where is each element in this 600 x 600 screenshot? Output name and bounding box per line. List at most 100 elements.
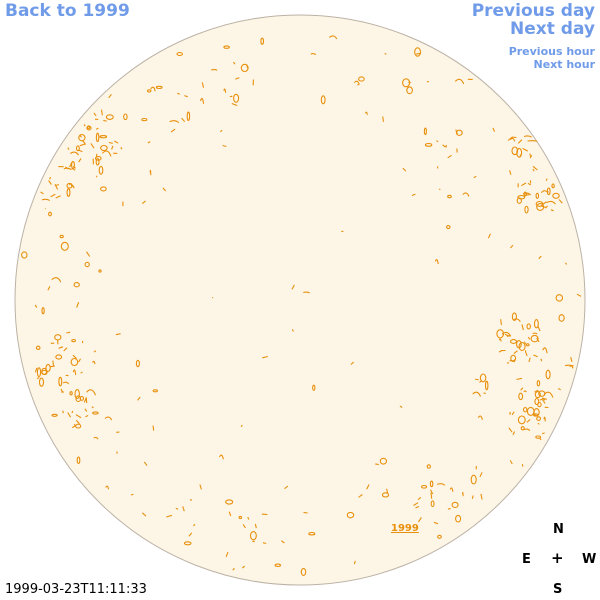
contour-mark xyxy=(310,52,317,56)
contour-mark xyxy=(66,182,73,189)
contour-mark xyxy=(104,416,113,421)
contour-mark xyxy=(93,112,97,117)
contour-mark xyxy=(141,200,146,205)
contour-mark xyxy=(534,397,540,406)
contour-mark xyxy=(516,197,522,204)
contour-mark xyxy=(523,341,527,345)
contour-mark xyxy=(71,338,76,343)
contour-mark xyxy=(78,158,82,163)
contour-mark xyxy=(94,156,102,161)
contour-mark xyxy=(199,97,205,104)
contour-mark xyxy=(320,95,326,105)
contour-mark xyxy=(442,144,446,148)
contour-mark xyxy=(538,255,542,260)
contour-mark xyxy=(436,483,446,486)
contour-mark xyxy=(35,345,41,350)
contour-mark xyxy=(36,377,40,380)
contour-mark xyxy=(430,489,434,495)
contour-mark xyxy=(536,203,545,211)
contour-mark xyxy=(429,480,434,488)
contour-mark xyxy=(346,511,355,519)
next-hour-link[interactable]: Next hour xyxy=(533,58,596,71)
back-to-year-link[interactable]: Back to 1999 xyxy=(5,1,130,21)
contour-mark xyxy=(540,190,545,194)
contour-mark xyxy=(225,551,229,557)
next-day-link[interactable]: Next day xyxy=(510,19,595,39)
contour-mark xyxy=(52,360,54,366)
contour-mark xyxy=(73,424,77,427)
contour-mark xyxy=(73,282,80,288)
contour-mark xyxy=(541,397,548,400)
contour-mark xyxy=(242,524,246,529)
contour-mark xyxy=(511,411,515,416)
contour-mark xyxy=(506,362,510,364)
contour-mark xyxy=(186,111,191,122)
contour-mark xyxy=(523,428,531,432)
contour-mark xyxy=(199,484,202,490)
contour-mark xyxy=(74,389,80,400)
contour-mark xyxy=(100,109,103,116)
contour-mark xyxy=(166,514,173,518)
contour-mark xyxy=(85,415,89,418)
contour-mark xyxy=(353,560,356,565)
contour-mark xyxy=(169,120,180,124)
contour-mark xyxy=(71,410,74,414)
contour-mark xyxy=(511,146,519,156)
contour-mark xyxy=(477,415,483,420)
contour-mark xyxy=(152,425,155,431)
contour-mark xyxy=(533,354,538,358)
contour-mark xyxy=(67,412,72,418)
contour-mark xyxy=(21,251,28,259)
contour-mark xyxy=(454,78,465,85)
contour-mark xyxy=(521,464,524,467)
contour-mark xyxy=(455,129,463,136)
contour-mark xyxy=(551,183,555,189)
contour-mark xyxy=(98,165,104,175)
contour-mark xyxy=(512,318,521,323)
contour-mark xyxy=(509,460,513,465)
contour-mark xyxy=(177,92,181,95)
contour-mark xyxy=(511,312,517,322)
contour-mark xyxy=(84,408,88,412)
contour-mark xyxy=(231,102,238,107)
contour-mark xyxy=(80,371,83,374)
contour-mark xyxy=(470,474,477,485)
contour-mark xyxy=(479,373,487,383)
contour-mark xyxy=(135,359,140,368)
contour-mark xyxy=(111,145,114,150)
contour-mark xyxy=(447,508,451,510)
contour-mark xyxy=(47,286,51,291)
contour-mark xyxy=(525,352,528,357)
contour-mark xyxy=(241,565,246,569)
contour-mark xyxy=(487,233,491,239)
contour-mark xyxy=(193,523,196,527)
contour-mark xyxy=(50,193,56,198)
contour-mark xyxy=(417,517,422,523)
contour-mark xyxy=(147,141,151,144)
previous-hour-link[interactable]: Previous hour xyxy=(508,45,595,58)
contour-mark xyxy=(75,419,80,425)
previous-day-link[interactable]: Previous day xyxy=(471,1,595,21)
contour-mark xyxy=(72,185,75,189)
contour-mark xyxy=(182,506,185,512)
year-label[interactable]: 1999 xyxy=(391,523,419,534)
contour-mark xyxy=(79,134,82,138)
contour-mark xyxy=(274,563,282,568)
contour-mark xyxy=(496,329,505,339)
contour-mark xyxy=(545,205,549,209)
contour-mark xyxy=(520,426,525,431)
contour-mark xyxy=(108,93,112,99)
contour-mark xyxy=(375,463,379,466)
contour-mark xyxy=(86,389,97,396)
contour-mark xyxy=(67,147,70,150)
contour-mark xyxy=(261,513,268,516)
contour-mark xyxy=(447,194,452,199)
contour-mark xyxy=(83,397,87,403)
contour-mark xyxy=(105,114,114,120)
contour-mark xyxy=(100,144,108,152)
contour-mark xyxy=(526,323,531,330)
contour-mark xyxy=(474,378,479,381)
contour-mark xyxy=(59,234,64,239)
contour-mark xyxy=(41,198,51,202)
